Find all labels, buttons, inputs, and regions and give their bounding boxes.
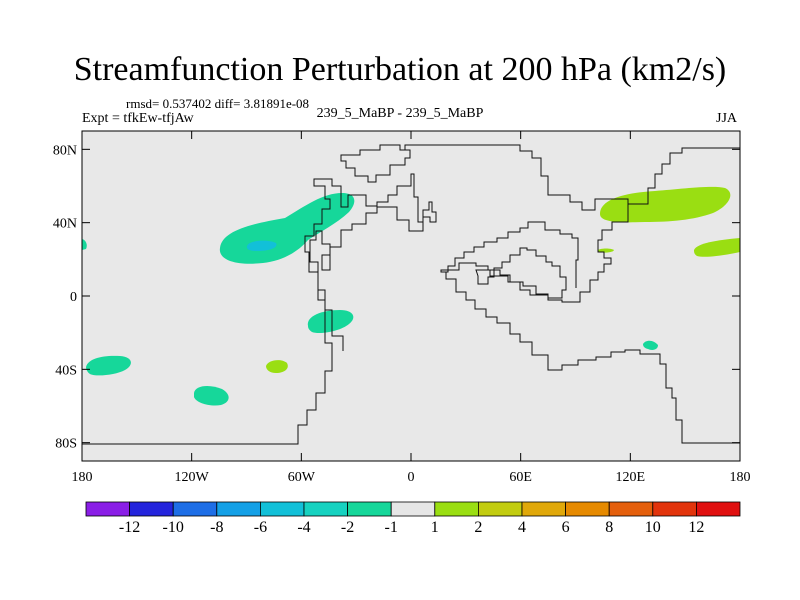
colorbar-label: -6: [254, 519, 267, 536]
colorbar-label: 6: [562, 519, 570, 536]
colorbar-label: 10: [645, 519, 661, 536]
contour-region-green: [86, 355, 131, 376]
x-tick-label: 180: [730, 470, 751, 485]
colorbar-label: 8: [605, 519, 613, 536]
colorbar-label: 1: [431, 519, 439, 536]
contour-features: [82, 186, 740, 406]
colorbar-swatch: [390, 501, 436, 517]
x-tick-label: 60W: [288, 470, 316, 485]
colorbar-swatch: [129, 501, 174, 517]
colorbar-label: -2: [341, 519, 354, 536]
colorbar-label: -12: [119, 519, 140, 536]
colorbar-label: 12: [688, 519, 704, 536]
contour-region-lime: [600, 186, 731, 223]
x-tick-label: 60E: [509, 470, 532, 485]
run-label: 239_5_MaBP - 239_5_MaBP: [316, 106, 484, 121]
coastline: [82, 144, 740, 445]
colorbar-label: -1: [385, 519, 398, 536]
colorbar-swatch: [347, 501, 392, 517]
x-tick-label: 120W: [175, 470, 210, 485]
colorbar-label: -4: [297, 519, 310, 536]
y-tick-label: 80S: [55, 437, 77, 452]
contour-region-cyan: [246, 240, 277, 251]
colorbar-label: -8: [210, 519, 223, 536]
axis-ticks: 180 120W 60W 0 60E 120E 180 80N 40N 0 40S 80S: [53, 131, 751, 485]
contour-region-lime: [694, 238, 740, 257]
colorbar-swatch: [565, 501, 610, 517]
coastline-indian-ocean: [441, 271, 740, 444]
colorbar-swatch: [434, 501, 479, 517]
season-label: JJA: [716, 111, 738, 126]
colorbar-swatch: [303, 501, 348, 517]
colorbar-swatch: [477, 501, 523, 517]
colorbar-swatch: [608, 501, 654, 517]
contour-region-green: [643, 340, 658, 350]
colorbar-label: -10: [163, 519, 184, 536]
colorbar-swatch: [172, 501, 218, 517]
x-tick-label: 0: [408, 470, 415, 485]
y-tick-label: 80N: [53, 143, 77, 158]
contour-region-lime: [266, 360, 288, 373]
coastline-asia: [440, 204, 629, 303]
coastline-americas: [82, 173, 437, 445]
colorbar-swatch: [696, 501, 741, 517]
contour-region-green: [307, 310, 354, 334]
colorbar-label: 4: [518, 519, 526, 536]
colorbar-swatch: [259, 501, 305, 517]
x-tick-label: 120E: [616, 470, 646, 485]
x-tick-label: 180: [72, 470, 93, 485]
colorbar-label: 2: [474, 519, 482, 536]
colorbar-swatch: [85, 501, 130, 517]
colorbar-swatch: [216, 501, 261, 517]
chart-title: Streamfunction Perturbation at 200 hPa (…: [73, 51, 727, 88]
coastline-eurasia: [404, 144, 740, 211]
colorbar: -12 -10 -8 -6 -4 -2 -1 1 2 4 6 8 10 12: [85, 501, 741, 536]
coastline-greenland: [340, 144, 411, 183]
rmsd-stats: rmsd= 0.537402 diff= 3.81891e-08: [126, 96, 310, 111]
y-tick-label: 40S: [55, 363, 77, 378]
experiment-label: Expt = tfkEw-tfjAw: [82, 111, 194, 126]
y-tick-label: 40N: [53, 217, 77, 232]
colorbar-swatch: [521, 501, 566, 517]
y-tick-label: 0: [70, 290, 77, 305]
coastline-inner: [475, 247, 567, 299]
contour-region-green: [82, 239, 87, 250]
colorbar-swatch: [652, 501, 697, 517]
contour-region-green: [194, 385, 229, 406]
